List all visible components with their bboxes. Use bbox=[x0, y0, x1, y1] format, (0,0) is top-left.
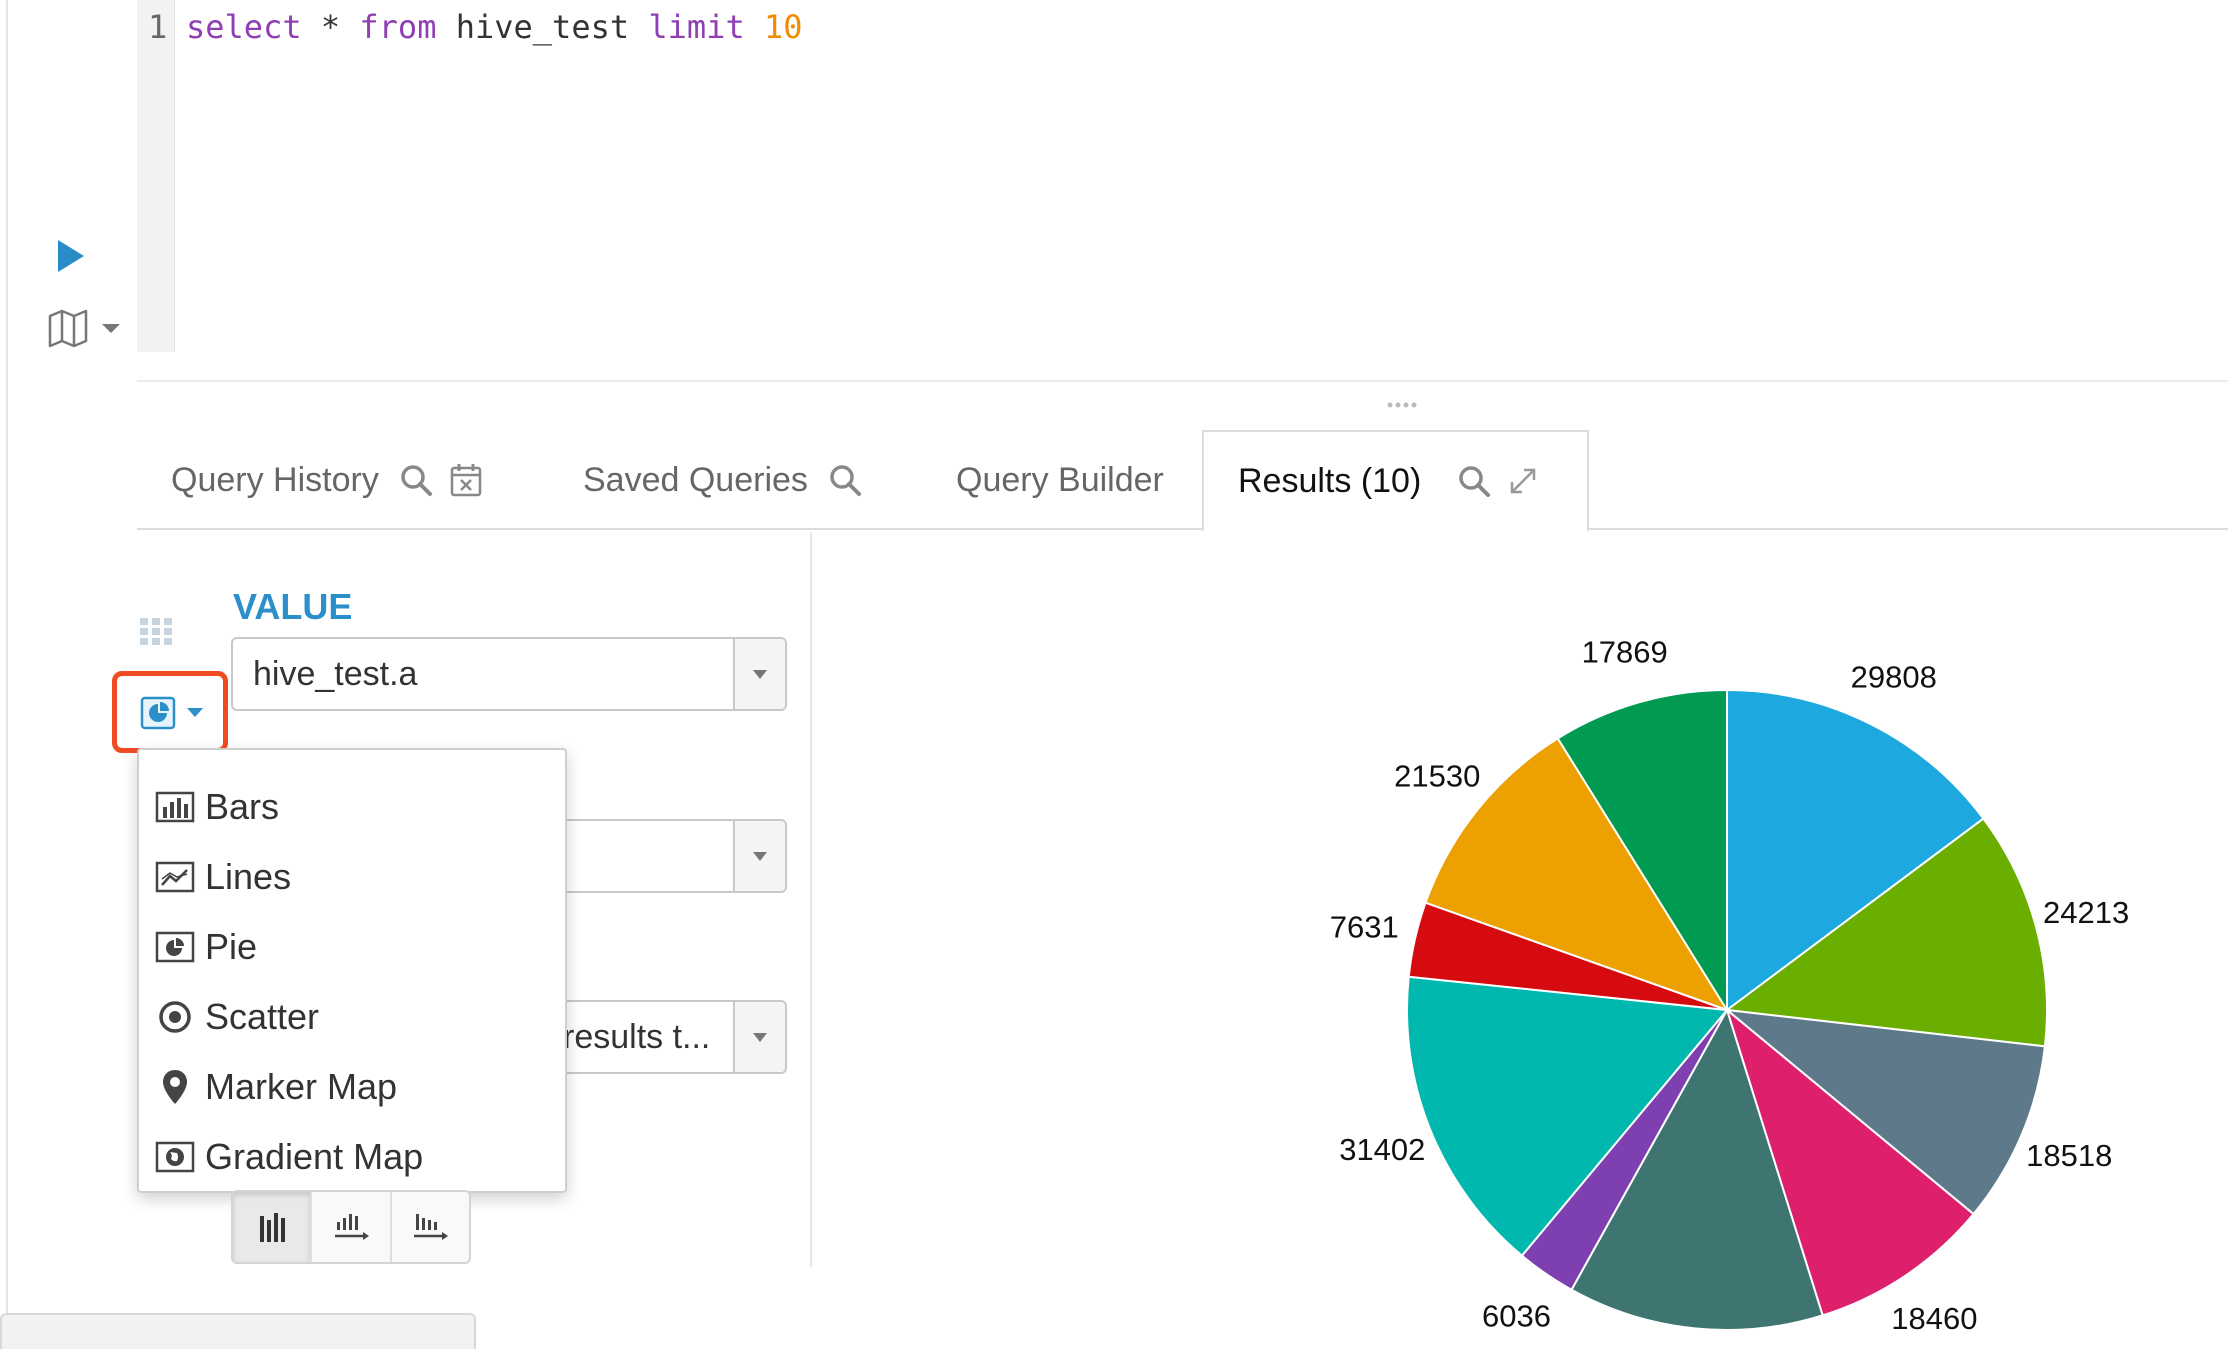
search-icon[interactable] bbox=[399, 463, 433, 497]
menu-item-label: Marker Map bbox=[205, 1066, 398, 1107]
pie-slice bbox=[1726, 688, 1985, 1012]
code-token: * bbox=[301, 8, 360, 46]
bars-chart-icon bbox=[155, 791, 195, 823]
scatter-icon bbox=[159, 1001, 191, 1033]
tab-label: Results (10) bbox=[1238, 461, 1422, 500]
pie-chart-icon bbox=[155, 931, 195, 963]
resize-handle[interactable] bbox=[1386, 400, 1420, 410]
run-query-button[interactable] bbox=[50, 236, 90, 276]
panel-divider bbox=[810, 532, 812, 1267]
grid-view-icon[interactable] bbox=[138, 616, 178, 646]
caret-down-icon bbox=[753, 670, 767, 679]
pie-slices bbox=[1406, 688, 2048, 1331]
stacked-bars-button[interactable] bbox=[312, 1192, 392, 1262]
menu-item-pie[interactable]: Pie bbox=[139, 912, 565, 982]
horizontal-bars-icon bbox=[414, 1214, 449, 1240]
pie-slice-label: 17869 bbox=[1582, 634, 1668, 669]
calendar-icon[interactable] bbox=[449, 462, 483, 498]
map-icon bbox=[48, 309, 120, 348]
value-label: VALUE bbox=[233, 586, 353, 627]
value-select-text: hive_test.a bbox=[253, 654, 418, 693]
pie-slice bbox=[1556, 688, 1728, 1014]
select-arrow bbox=[733, 821, 785, 891]
code-token: hive_test bbox=[436, 8, 649, 46]
pie-slice bbox=[1406, 975, 1729, 1258]
lines-chart-icon bbox=[155, 861, 195, 893]
menu-item-label: Scatter bbox=[205, 996, 320, 1037]
tab-query-builder[interactable]: Query Builder bbox=[956, 430, 1164, 530]
horizontal-bars-button[interactable] bbox=[392, 1192, 469, 1262]
code-token: 10 bbox=[763, 8, 803, 46]
line-number: 1 bbox=[148, 8, 168, 46]
tab-label: Saved Queries bbox=[583, 460, 808, 499]
caret-down-icon bbox=[753, 1033, 767, 1042]
pie-slice-label: 18518 bbox=[2026, 1138, 2112, 1173]
editor-separator bbox=[137, 380, 2228, 382]
menu-item-label: Lines bbox=[205, 856, 292, 897]
select-arrow bbox=[733, 1002, 785, 1072]
bottom-panel-tab[interactable] bbox=[0, 1313, 476, 1349]
vertical-bars-button[interactable] bbox=[233, 1192, 313, 1262]
pie-slice-label: 7631 bbox=[1330, 910, 1399, 945]
pie-slice-label: 21530 bbox=[1394, 759, 1480, 794]
pie-slice-label: 18460 bbox=[1891, 1301, 1977, 1336]
orientation-toggle-group bbox=[231, 1190, 471, 1264]
play-icon bbox=[58, 240, 84, 272]
sql-editor[interactable]: select * from hive_test limit 10 bbox=[186, 8, 803, 46]
select-arrow bbox=[733, 639, 785, 709]
menu-item-scatter[interactable]: Scatter bbox=[139, 982, 565, 1052]
menu-item-gradient-map[interactable]: Gradient Map bbox=[139, 1122, 565, 1192]
limit-select-text: results t... bbox=[563, 1017, 711, 1056]
menu-item-bars[interactable]: Bars bbox=[139, 772, 565, 842]
left-border bbox=[6, 0, 8, 1349]
snippet-settings-button[interactable] bbox=[46, 308, 126, 348]
menu-item-label: Bars bbox=[205, 786, 280, 827]
pie-slice bbox=[1424, 737, 1730, 1012]
tab-label: Query History bbox=[171, 460, 379, 499]
chart-type-menu: Bars Lines Pie Scatter Marker Map Gradie… bbox=[137, 748, 567, 1193]
pie-slice bbox=[1723, 1008, 2047, 1216]
menu-item-label: Gradient Map bbox=[205, 1136, 424, 1177]
menu-item-marker-map[interactable]: Marker Map bbox=[139, 1052, 565, 1122]
code-token: from bbox=[359, 8, 437, 46]
code-token: limit bbox=[648, 8, 745, 46]
pie-chart-icon bbox=[140, 696, 203, 730]
search-icon[interactable] bbox=[828, 463, 862, 497]
menu-item-label: Pie bbox=[205, 926, 258, 967]
tab-query-history[interactable]: Query History bbox=[171, 430, 483, 530]
expand-icon[interactable] bbox=[1507, 465, 1539, 497]
pie-slice bbox=[1725, 1007, 1975, 1317]
menu-item-lines[interactable]: Lines bbox=[139, 842, 565, 912]
pie-slice-label: 24213 bbox=[2043, 895, 2129, 930]
tab-label: Query Builder bbox=[956, 460, 1164, 499]
stacked-bars-icon bbox=[334, 1214, 369, 1240]
pie-slice bbox=[1520, 1009, 1728, 1292]
pie-labels: 29808 24213 18518 18460 6036 31402 7631 21530 17… bbox=[1330, 634, 2130, 1335]
search-icon[interactable] bbox=[1457, 464, 1491, 498]
caret-down-icon bbox=[102, 324, 120, 333]
result-tabs: Query History Saved Queries Query Builde… bbox=[137, 430, 2228, 532]
pie-slice-label: 6036 bbox=[1482, 1299, 1551, 1334]
pie-slice bbox=[1407, 901, 1728, 1011]
chart-type-button[interactable] bbox=[112, 671, 228, 753]
tab-results[interactable]: Results (10) bbox=[1202, 430, 1589, 532]
value-select[interactable]: hive_test.a bbox=[231, 637, 787, 711]
pie-slice-label: 29808 bbox=[1851, 659, 1937, 694]
vertical-bars-icon bbox=[259, 1213, 285, 1242]
pie-slice-label: 31402 bbox=[1339, 1132, 1425, 1167]
globe-icon bbox=[155, 1141, 195, 1173]
code-token: select bbox=[186, 8, 302, 46]
caret-down-icon bbox=[187, 708, 203, 717]
editor-gutter bbox=[137, 0, 175, 352]
caret-down-icon bbox=[753, 852, 767, 861]
pie-slice bbox=[1724, 817, 2048, 1048]
code-token bbox=[745, 8, 764, 46]
tab-saved-queries[interactable]: Saved Queries bbox=[583, 430, 862, 530]
map-marker-icon bbox=[163, 1070, 187, 1104]
pie-slice bbox=[1570, 1007, 1824, 1331]
